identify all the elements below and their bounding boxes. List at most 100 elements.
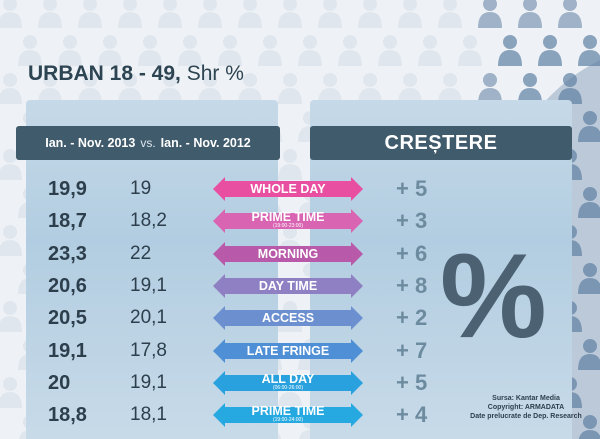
title-bold: URBAN 18 - 49,: [28, 62, 181, 85]
double-arrow-icon: [213, 403, 363, 428]
table-row: 19,9 19 WHOLE DAY + 5: [0, 173, 600, 205]
table-row: 23,3 22 MORNING + 6: [0, 238, 600, 270]
growth-value: + 7: [396, 337, 428, 363]
double-arrow-icon: [213, 209, 363, 234]
person-icon: [0, 301, 22, 332]
person-icon: [238, 0, 262, 28]
growth-value: + 5: [396, 369, 428, 395]
daypart-arrow: DAY TIME: [213, 273, 363, 298]
value-2013: 23,3: [48, 242, 87, 265]
person-icon: [578, 187, 600, 218]
value-2012: 19,1: [130, 274, 167, 296]
daypart-hours: (19:00-24:00): [272, 417, 304, 424]
person-icon: [58, 35, 82, 66]
table-row: 20,5 20,1 ACCESS + 2: [0, 302, 600, 334]
percent-symbol: %: [440, 229, 547, 363]
person-icon: [578, 111, 600, 142]
double-arrow-icon: [213, 177, 363, 201]
person-icon: [98, 35, 122, 66]
person-icon: [258, 35, 282, 66]
growth-value: + 4: [396, 402, 428, 428]
person-icon: [278, 0, 302, 28]
daypart-hours: (06:00-26:00): [272, 384, 304, 391]
person-icon: [0, 0, 22, 28]
processed-by-line: Date prelucrate de Dep. Research: [470, 413, 582, 420]
daypart-arrow: PRIME TIME (19:00-24:00): [213, 403, 363, 428]
person-icon: [158, 0, 182, 28]
title-rest: Shr %: [186, 62, 244, 85]
table-row: 19,1 17,8 LATE FRINGE + 7: [0, 335, 600, 367]
period-header: Ian. - Nov. 2013 vs. Ian. - Nov. 2012: [16, 126, 280, 160]
value-2012: 22: [130, 242, 152, 264]
person-icon: [578, 263, 600, 294]
daypart-label: MORNING: [257, 246, 319, 261]
growth-value: + 5: [396, 176, 428, 201]
daypart-label: ACCESS: [261, 311, 315, 326]
person-icon: [578, 339, 600, 370]
table-row: 18,7 18,2 PRIME TIME (19:00-23:00) + 3: [0, 205, 600, 237]
growth-value: + 2: [396, 305, 428, 331]
person-icon: [18, 35, 42, 66]
person-icon: [518, 0, 542, 28]
daypart-label: DAY TIME: [258, 278, 318, 293]
person-icon: [398, 0, 422, 28]
value-2012: 19: [130, 178, 152, 199]
value-2013: 18,8: [48, 404, 87, 427]
double-arrow-icon: [213, 370, 363, 395]
double-arrow-icon: [213, 273, 363, 298]
person-icon: [0, 73, 22, 104]
value-2013: 18,7: [48, 210, 87, 233]
daypart-arrow: ALL DAY (06:00-26:00): [213, 370, 363, 395]
table-row: 20,6 19,1 DAY TIME + 8: [0, 270, 600, 302]
growth-value: + 3: [396, 208, 428, 234]
copyright-line: Copyright: ARMADATA: [487, 404, 565, 411]
person-icon: [558, 0, 582, 28]
table-row: 20 19,1 ALL DAY (06:00-26:00) + 5: [0, 367, 600, 399]
period-2013-label: Ian. - Nov. 2013: [45, 136, 136, 150]
value-2012: 19,1: [130, 371, 167, 393]
daypart-arrow: PRIME TIME (19:00-23:00): [213, 209, 363, 234]
double-arrow-icon: [213, 306, 363, 331]
value-2013: 20,5: [48, 307, 87, 330]
source-line: Sursa: Kantar Media: [492, 395, 560, 402]
person-icon: [0, 225, 22, 256]
vs-label: vs.: [140, 136, 156, 150]
person-icon: [538, 35, 562, 66]
daypart-label: ALL DAY: [261, 371, 315, 386]
person-icon: [458, 35, 482, 66]
person-icon: [578, 35, 600, 66]
person-icon: [0, 149, 22, 180]
growth-value: + 6: [396, 240, 428, 266]
double-arrow-icon: [213, 241, 363, 266]
person-icon: [358, 0, 382, 28]
source-note: Sursa: Kantar Media Copyright: ARMADATA …: [458, 394, 594, 421]
daypart-label: PRIME TIME: [251, 210, 325, 225]
person-icon: [0, 377, 22, 408]
daypart-arrow: WHOLE DAY: [213, 177, 363, 201]
person-icon: [278, 149, 302, 180]
person-icon: [498, 35, 522, 66]
growth-header: CREȘTERE: [310, 126, 572, 160]
value-2013: 20: [48, 371, 71, 394]
person-icon: [478, 0, 502, 28]
period-2012-label: Ian. - Nov. 2012: [160, 136, 251, 150]
value-2012: 20,1: [130, 307, 167, 329]
double-arrow-icon: [213, 338, 363, 363]
value-2012: 18,2: [130, 210, 167, 232]
daypart-label: WHOLE DAY: [250, 182, 326, 196]
daypart-arrow: MORNING: [213, 241, 363, 266]
daypart-arrow: ACCESS: [213, 306, 363, 331]
value-2013: 19,1: [48, 339, 87, 362]
value-2012: 18,1: [130, 404, 167, 426]
table-row: 18,8 18,1 PRIME TIME (19:00-24:00) + 4: [0, 399, 600, 431]
person-icon: [178, 35, 202, 66]
person-icon: [118, 0, 142, 28]
daypart-label: LATE FRINGE: [246, 343, 330, 358]
daypart-arrow: LATE FRINGE: [213, 338, 363, 363]
person-icon: [378, 35, 402, 66]
growth-value: + 8: [396, 272, 428, 298]
person-icon: [418, 35, 442, 66]
value-2013: 19,9: [48, 178, 87, 200]
page-title: URBAN 18 - 49, Shr %: [28, 62, 244, 86]
